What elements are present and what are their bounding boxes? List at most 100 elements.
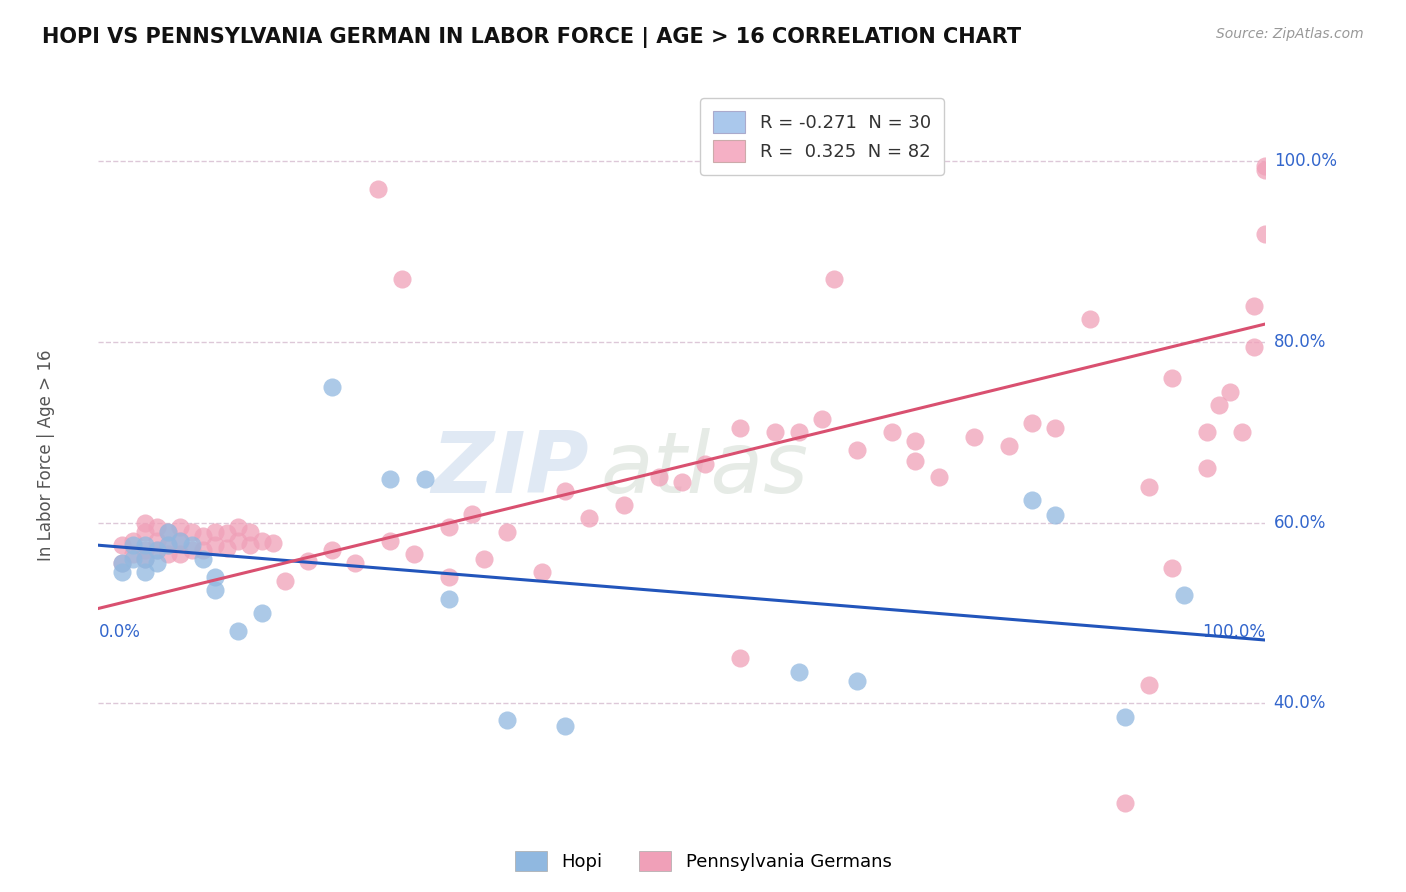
Point — [1114, 796, 1136, 810]
Point — [437, 520, 460, 534]
Point — [204, 538, 226, 552]
Text: 0.0%: 0.0% — [98, 624, 141, 641]
Point — [378, 472, 402, 486]
Point — [134, 542, 156, 557]
Point — [111, 556, 134, 570]
Point — [928, 470, 950, 484]
Point — [495, 713, 517, 727]
Point — [823, 272, 845, 286]
Point — [169, 533, 191, 548]
Point — [671, 475, 693, 489]
Point — [134, 524, 156, 539]
Point — [169, 547, 191, 561]
Point — [193, 529, 215, 543]
Point — [1021, 417, 1043, 431]
Point — [157, 524, 180, 539]
Point — [1114, 710, 1136, 724]
Point — [1243, 299, 1265, 313]
Point — [204, 570, 226, 584]
Point — [146, 556, 169, 570]
Point — [367, 181, 389, 195]
Text: 60.0%: 60.0% — [1274, 514, 1326, 532]
Point — [1161, 561, 1184, 575]
Point — [472, 551, 495, 566]
Point — [1208, 398, 1230, 412]
Text: 40.0%: 40.0% — [1274, 694, 1326, 712]
Point — [1045, 508, 1067, 523]
Point — [1045, 421, 1067, 435]
Point — [157, 547, 180, 561]
Point — [297, 553, 319, 567]
Text: HOPI VS PENNSYLVANIA GERMAN IN LABOR FORCE | AGE > 16 CORRELATION CHART: HOPI VS PENNSYLVANIA GERMAN IN LABOR FOR… — [42, 27, 1021, 48]
Point — [146, 533, 169, 548]
Point — [228, 520, 250, 534]
Point — [1161, 371, 1184, 385]
Point — [134, 551, 156, 566]
Point — [1173, 588, 1195, 602]
Point — [146, 542, 169, 557]
Point — [1137, 479, 1160, 493]
Point — [845, 443, 868, 458]
Text: 100.0%: 100.0% — [1274, 153, 1337, 170]
Point — [250, 533, 273, 548]
Point — [180, 542, 202, 557]
Point — [111, 566, 134, 580]
Text: ZIP: ZIP — [430, 428, 589, 511]
Point — [228, 624, 250, 638]
Point — [157, 538, 180, 552]
Point — [763, 425, 786, 440]
Point — [134, 566, 156, 580]
Point — [274, 574, 297, 589]
Point — [157, 538, 180, 552]
Point — [1021, 493, 1043, 508]
Point — [204, 524, 226, 539]
Point — [437, 570, 460, 584]
Point — [904, 434, 927, 449]
Point — [169, 533, 191, 548]
Point — [1137, 678, 1160, 692]
Point — [904, 454, 927, 468]
Legend: R = -0.271  N = 30, R =  0.325  N = 82: R = -0.271 N = 30, R = 0.325 N = 82 — [700, 98, 943, 175]
Point — [146, 520, 169, 534]
Point — [321, 542, 343, 557]
Point — [402, 547, 425, 561]
Point — [180, 538, 202, 552]
Point — [1254, 159, 1277, 173]
Point — [880, 425, 903, 440]
Point — [215, 526, 238, 541]
Point — [437, 592, 460, 607]
Point — [413, 472, 436, 486]
Point — [193, 551, 215, 566]
Text: 80.0%: 80.0% — [1274, 333, 1326, 351]
Point — [122, 533, 145, 548]
Point — [111, 556, 134, 570]
Point — [1195, 461, 1218, 475]
Text: 100.0%: 100.0% — [1202, 624, 1265, 641]
Point — [378, 533, 402, 548]
Point — [997, 439, 1019, 453]
Point — [122, 551, 145, 566]
Point — [1080, 312, 1102, 326]
Point — [962, 430, 984, 444]
Point — [461, 507, 484, 521]
Point — [344, 556, 367, 570]
Point — [180, 524, 202, 539]
Text: atlas: atlas — [600, 428, 808, 511]
Text: In Labor Force | Age > 16: In Labor Force | Age > 16 — [37, 349, 55, 561]
Point — [730, 651, 752, 665]
Point — [1230, 425, 1253, 440]
Point — [134, 551, 156, 566]
Point — [134, 516, 156, 530]
Point — [578, 511, 600, 525]
Point — [262, 535, 284, 549]
Point — [787, 665, 810, 679]
Point — [1219, 384, 1241, 399]
Point — [391, 272, 413, 286]
Point — [730, 421, 752, 435]
Point — [239, 524, 262, 539]
Point — [495, 524, 517, 539]
Point — [647, 470, 669, 484]
Point — [111, 538, 134, 552]
Point — [695, 457, 717, 471]
Point — [1254, 227, 1277, 241]
